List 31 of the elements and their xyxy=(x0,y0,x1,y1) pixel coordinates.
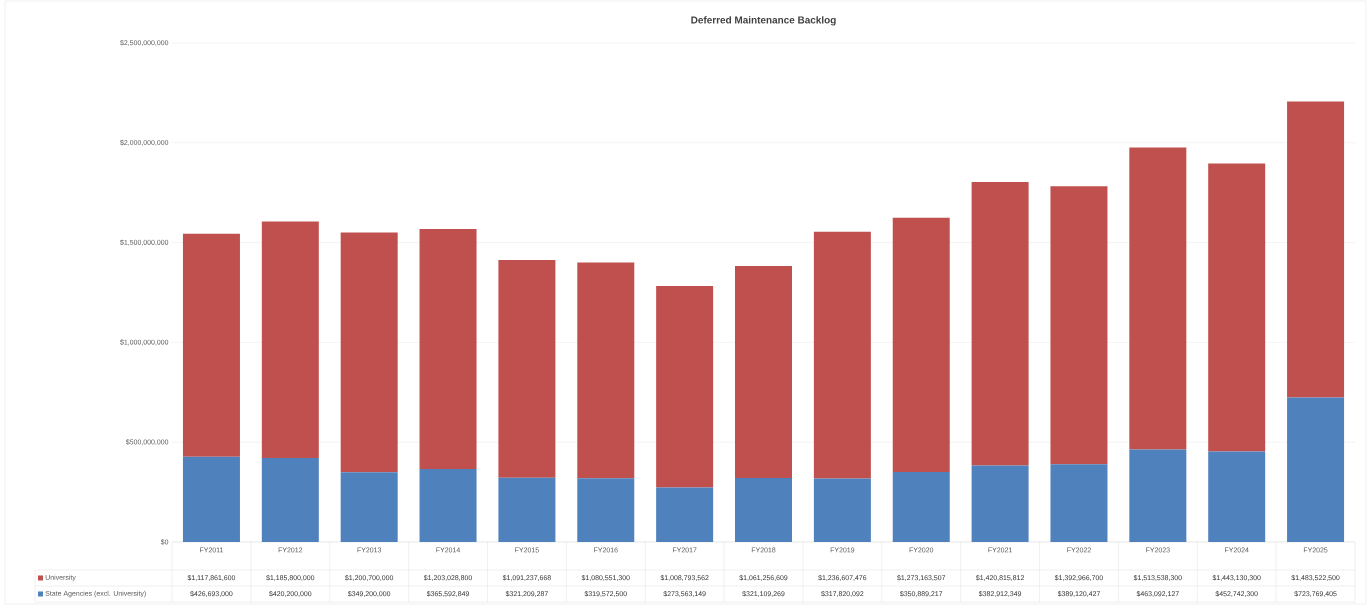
bar xyxy=(1287,397,1345,542)
chart-title: Deferred Maintenance Backlog xyxy=(691,16,836,26)
bar xyxy=(656,286,714,488)
bar xyxy=(577,262,635,479)
bar xyxy=(1208,163,1266,452)
bar xyxy=(1129,449,1187,542)
bar xyxy=(340,232,398,473)
bar xyxy=(813,478,871,542)
bar xyxy=(892,217,950,472)
bar xyxy=(577,478,635,542)
bar xyxy=(182,233,240,457)
bar xyxy=(340,472,398,542)
bar xyxy=(735,266,793,478)
bar xyxy=(1050,186,1108,465)
bar xyxy=(735,477,793,542)
bar xyxy=(419,228,477,470)
bar xyxy=(261,458,319,542)
bar xyxy=(419,469,477,542)
bar xyxy=(1129,147,1187,450)
bar xyxy=(498,260,556,478)
bar xyxy=(1287,101,1345,398)
bar xyxy=(971,465,1029,542)
bar xyxy=(1208,451,1266,542)
bar xyxy=(261,221,319,459)
bar xyxy=(971,181,1029,466)
bar xyxy=(813,231,871,479)
bar xyxy=(498,477,556,542)
bar xyxy=(1050,464,1108,542)
bar xyxy=(656,487,714,542)
bar xyxy=(182,456,240,542)
bar xyxy=(892,471,950,542)
